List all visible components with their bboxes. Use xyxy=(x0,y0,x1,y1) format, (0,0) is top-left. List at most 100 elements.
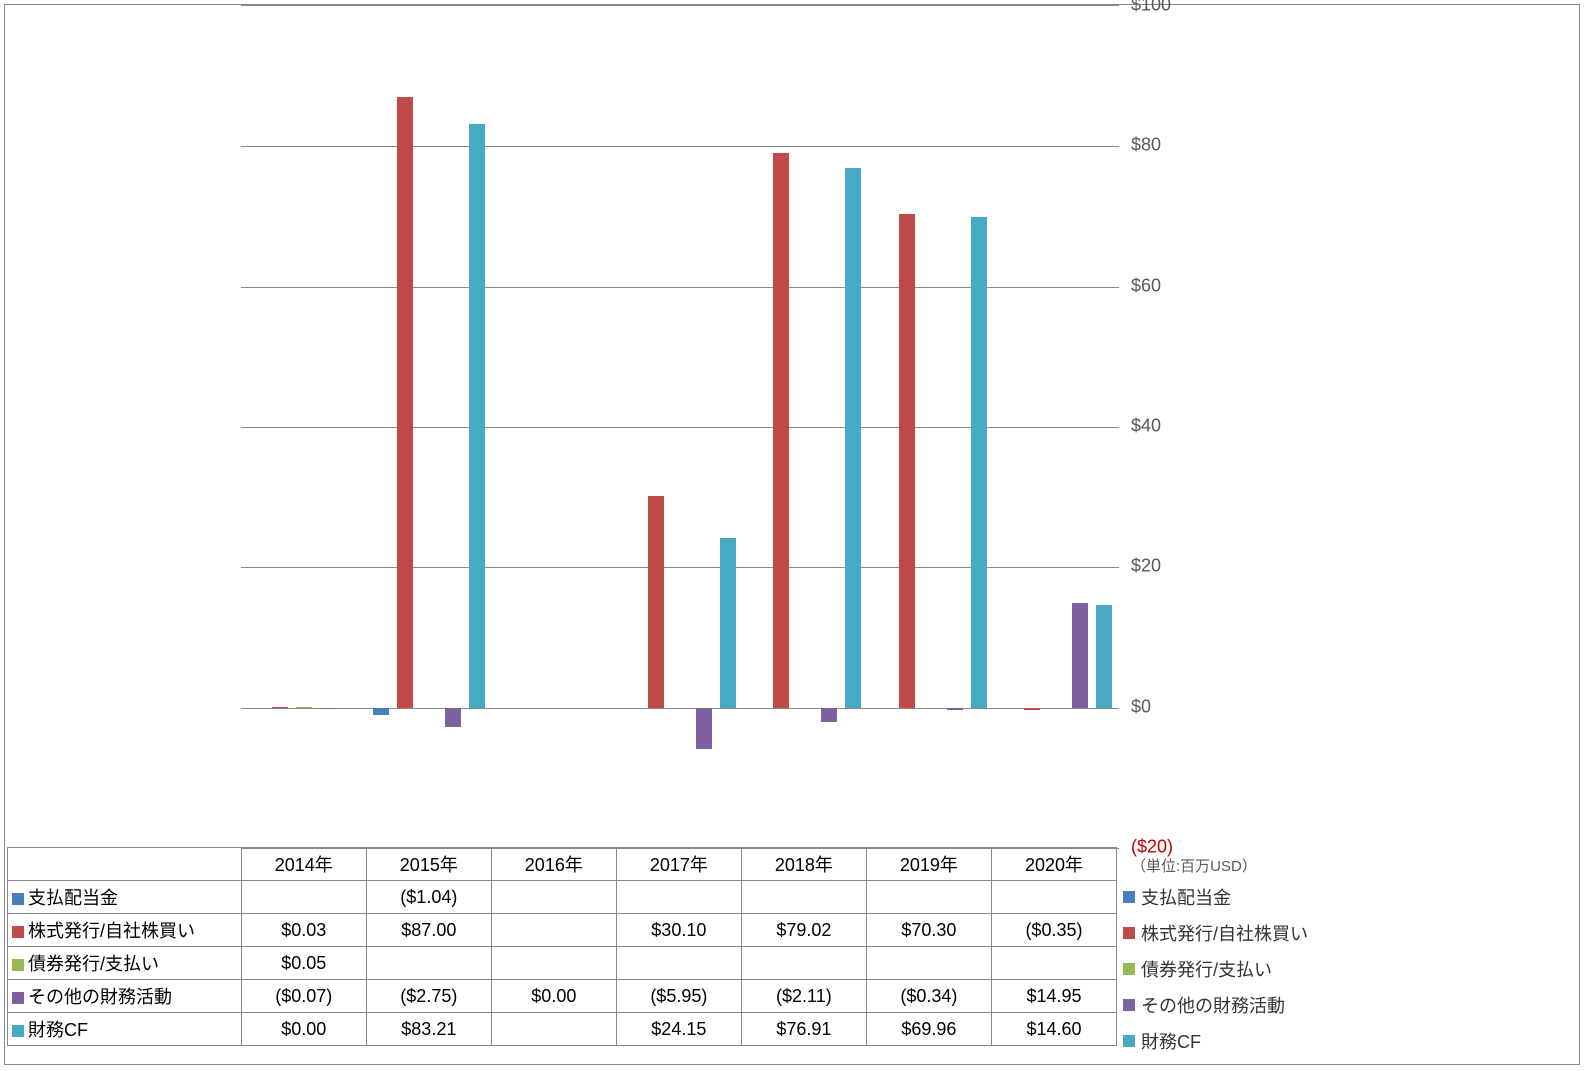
series-label: 支払配当金 xyxy=(28,888,118,908)
table-cell xyxy=(491,947,616,980)
table-cell xyxy=(616,947,741,980)
table-cell: ($1.04) xyxy=(366,881,491,914)
table-row: 支払配当金 ($1.04) xyxy=(8,881,1117,914)
table-cell: $14.95 xyxy=(991,980,1116,1013)
table-cell: $79.02 xyxy=(741,914,866,947)
legend-swatch xyxy=(12,992,24,1004)
legend-label: 株式発行/自社株買い xyxy=(1141,920,1308,946)
legend-swatch xyxy=(12,893,24,905)
table-cell: $69.96 xyxy=(866,1013,991,1046)
table-cell: $0.00 xyxy=(241,1013,366,1046)
row-header: その他の財務活動 xyxy=(8,980,242,1013)
table-cell xyxy=(991,947,1116,980)
bar-s2 xyxy=(773,153,789,707)
legend-swatch xyxy=(1123,891,1135,903)
series-label: 財務CF xyxy=(28,1020,88,1040)
table-cell: ($5.95) xyxy=(616,980,741,1013)
table-col-header: 2018年 xyxy=(741,848,866,881)
bar-s4 xyxy=(947,708,963,710)
table-cell: ($0.35) xyxy=(991,914,1116,947)
bar-s2 xyxy=(272,707,288,708)
legend-swatch xyxy=(12,926,24,938)
bars-layer xyxy=(241,6,1119,847)
y-axis-label: $40 xyxy=(1131,416,1161,437)
table-cell xyxy=(366,947,491,980)
y-axis-label: $20 xyxy=(1131,556,1161,577)
table-cell xyxy=(991,881,1116,914)
legend: 支払配当金株式発行/自社株買い債券発行/支払いその他の財務活動財務CF xyxy=(1123,879,1308,1059)
table-cell: $76.91 xyxy=(741,1013,866,1046)
table-col-header: 2020年 xyxy=(991,848,1116,881)
bar-s4 xyxy=(320,708,336,709)
legend-swatch xyxy=(1123,927,1135,939)
legend-label: 債券発行/支払い xyxy=(1141,956,1272,982)
table-cell: $83.21 xyxy=(366,1013,491,1046)
table-cell: ($2.75) xyxy=(366,980,491,1013)
table-cell: $24.15 xyxy=(616,1013,741,1046)
legend-swatch xyxy=(1123,1035,1135,1047)
legend-item: 株式発行/自社株買い xyxy=(1123,915,1308,951)
bar-s3 xyxy=(296,707,312,708)
table-cell: $30.10 xyxy=(616,914,741,947)
row-header: 株式発行/自社株買い xyxy=(8,914,242,947)
table-col-header: 2017年 xyxy=(616,848,741,881)
table-cell: $0.03 xyxy=(241,914,366,947)
table-cell xyxy=(491,881,616,914)
bar-s2 xyxy=(397,97,413,707)
table-row: 財務CF $0.00$83.21 $24.15$76.91$69.96$14.60 xyxy=(8,1013,1117,1046)
table-cell: $14.60 xyxy=(991,1013,1116,1046)
bar-s5 xyxy=(845,168,861,708)
legend-item: 債券発行/支払い xyxy=(1123,951,1308,987)
table-col-header: 2019年 xyxy=(866,848,991,881)
table-row: その他の財務活動 ($0.07)($2.75)$0.00($5.95)($2.11… xyxy=(8,980,1117,1013)
series-label: その他の財務活動 xyxy=(28,987,172,1007)
bar-s2 xyxy=(899,214,915,707)
legend-item: 支払配当金 xyxy=(1123,879,1308,915)
table-cell xyxy=(866,881,991,914)
table-cell xyxy=(241,881,366,914)
bar-s4 xyxy=(696,708,712,750)
row-header: 債券発行/支払い xyxy=(8,947,242,980)
table-row: 債券発行/支払い$0.05 xyxy=(8,947,1117,980)
y-axis-label: $60 xyxy=(1131,275,1161,296)
table-cell: ($0.34) xyxy=(866,980,991,1013)
bar-s5 xyxy=(720,538,736,707)
table-col-header: 2014年 xyxy=(241,848,366,881)
bar-s2 xyxy=(1024,708,1040,710)
cashflow-chart: $100$80$60$40$20$0($20) （単位:百万USD） 2014年… xyxy=(4,4,1580,1065)
row-header: 財務CF xyxy=(8,1013,242,1046)
data-table: 2014年2015年2016年2017年2018年2019年2020年 支払配当… xyxy=(7,847,1117,1046)
legend-swatch xyxy=(12,959,24,971)
legend-swatch xyxy=(12,1025,24,1037)
y-axis-label: $80 xyxy=(1131,135,1161,156)
table-row: 株式発行/自社株買い$0.03$87.00 $30.10$79.02$70.30(… xyxy=(8,914,1117,947)
table-col-header: 2015年 xyxy=(366,848,491,881)
table-cell xyxy=(491,1013,616,1046)
table-corner xyxy=(8,848,242,881)
y-axis-label: $100 xyxy=(1131,0,1171,16)
table-cell: $0.05 xyxy=(241,947,366,980)
bar-s5 xyxy=(469,124,485,708)
legend-label: 支払配当金 xyxy=(1141,884,1231,910)
unit-label: （単位:百万USD） xyxy=(1131,855,1257,876)
table-cell xyxy=(866,947,991,980)
table-cell xyxy=(741,947,866,980)
bar-s4 xyxy=(821,708,837,723)
table-cell: $87.00 xyxy=(366,914,491,947)
bar-s5 xyxy=(971,217,987,708)
table-cell: ($0.07) xyxy=(241,980,366,1013)
legend-label: その他の財務活動 xyxy=(1141,992,1285,1018)
table-cell: $0.00 xyxy=(491,980,616,1013)
legend-item: その他の財務活動 xyxy=(1123,987,1308,1023)
table-cell: $70.30 xyxy=(866,914,991,947)
legend-item: 財務CF xyxy=(1123,1023,1308,1059)
legend-label: 財務CF xyxy=(1141,1028,1201,1054)
table-cell: ($2.11) xyxy=(741,980,866,1013)
legend-swatch xyxy=(1123,999,1135,1011)
table-col-header: 2016年 xyxy=(491,848,616,881)
bar-s1 xyxy=(373,708,389,715)
bar-s4 xyxy=(445,708,461,727)
table-cell xyxy=(616,881,741,914)
table-cell xyxy=(491,914,616,947)
plot-area xyxy=(241,5,1119,847)
